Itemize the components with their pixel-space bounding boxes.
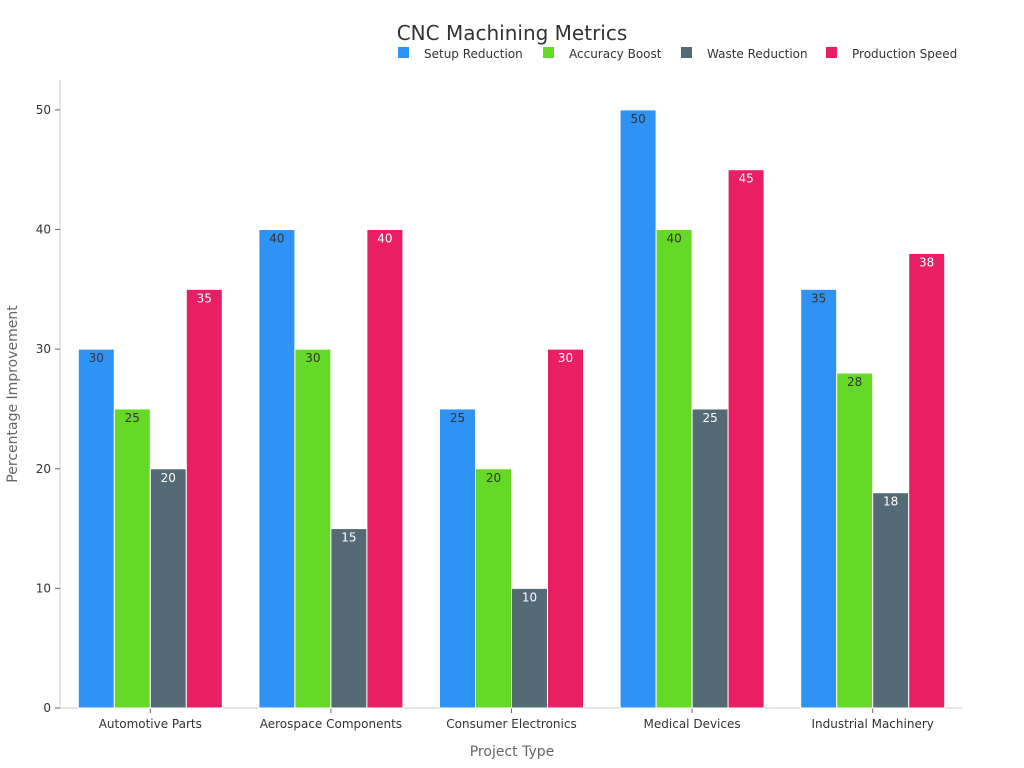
bar — [149, 468, 187, 709]
bar — [475, 468, 512, 709]
x-tick-label: Industrial Machinery — [812, 717, 934, 731]
bar-value-label: 40 — [666, 232, 681, 246]
bar — [836, 372, 874, 709]
y-tick-label: 40 — [36, 223, 51, 237]
legend-swatch — [543, 47, 554, 58]
bar — [511, 587, 548, 709]
bar — [439, 408, 476, 709]
legend-swatch — [681, 47, 692, 58]
bar — [655, 229, 693, 709]
bar — [691, 408, 729, 709]
bar — [800, 288, 838, 709]
x-tick-label: Medical Devices — [644, 717, 741, 731]
bar-value-label: 45 — [738, 172, 753, 186]
bar-labels: 30 25 20 35 40 30 15 40 25 20 10 30 50 40 25 45 35 28 18 38 — [89, 112, 935, 604]
legend-label: Accuracy Boost — [569, 47, 662, 61]
bar-value-label: 30 — [558, 351, 573, 365]
legend-item: Accuracy Boost — [543, 47, 662, 61]
x-tick-label: Automotive Parts — [99, 717, 202, 731]
bar — [619, 109, 657, 709]
bar-value-label: 15 — [341, 531, 356, 545]
y-axis-title: Percentage Improvement — [5, 305, 21, 483]
bar — [294, 348, 332, 709]
y-tick-label: 10 — [36, 581, 51, 595]
bar — [908, 252, 946, 709]
chart-title: CNC Machining Metrics — [397, 21, 628, 45]
bar-value-label: 35 — [197, 291, 212, 305]
legend: Setup Reduction Accuracy Boost Waste Reduc… — [398, 47, 957, 61]
y-tick-label: 20 — [36, 462, 51, 476]
bar — [330, 528, 368, 709]
y-axis: 0 10 20 30 40 50 — [36, 80, 61, 715]
bar-value-label: 35 — [811, 291, 826, 305]
bar — [113, 408, 151, 709]
bar — [77, 348, 115, 709]
bar-value-label: 10 — [522, 590, 537, 604]
bar-value-label: 20 — [161, 471, 176, 485]
y-tick-label: 50 — [36, 103, 51, 117]
bar-value-label: 28 — [847, 375, 862, 389]
bar-value-label: 18 — [883, 495, 898, 509]
legend-label: Setup Reduction — [424, 47, 523, 61]
bar — [185, 288, 223, 709]
x-tick-label: Aerospace Components — [260, 717, 402, 731]
bar-value-label: 25 — [702, 411, 717, 425]
y-tick-label: 30 — [36, 342, 51, 356]
legend-swatch — [826, 47, 837, 58]
bar — [547, 348, 584, 709]
bar-value-label: 30 — [305, 351, 320, 365]
bar-value-label: 20 — [486, 471, 501, 485]
bar-value-label: 38 — [919, 255, 934, 269]
x-tick-label: Consumer Electronics — [446, 717, 576, 731]
bar-value-label: 25 — [450, 411, 465, 425]
bar — [872, 492, 910, 709]
legend-item: Production Speed — [826, 47, 957, 61]
bar-value-label: 30 — [89, 351, 104, 365]
bar — [258, 229, 296, 709]
bar-value-label: 50 — [630, 112, 645, 126]
x-axis: Automotive Parts Aerospace Components Cons… — [60, 707, 963, 731]
bar-value-label: 40 — [269, 232, 284, 246]
bar — [366, 229, 404, 709]
x-axis-title: Project Type — [470, 744, 555, 760]
bar — [727, 169, 765, 709]
legend-item: Waste Reduction — [681, 47, 808, 61]
bar-value-label: 25 — [125, 411, 140, 425]
bars — [77, 109, 946, 709]
legend-swatch — [398, 47, 409, 58]
legend-label: Production Speed — [852, 47, 957, 61]
legend-item: Setup Reduction — [398, 47, 523, 61]
bar-value-label: 40 — [377, 232, 392, 246]
y-tick-label: 0 — [43, 701, 51, 715]
legend-label: Waste Reduction — [707, 47, 808, 61]
